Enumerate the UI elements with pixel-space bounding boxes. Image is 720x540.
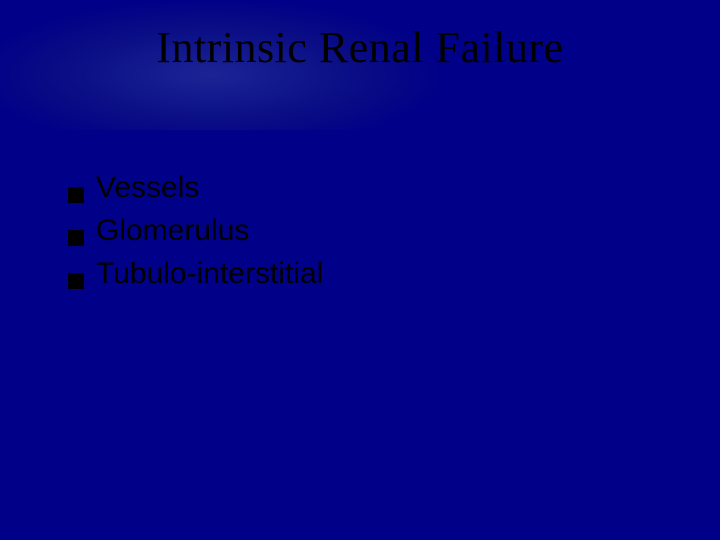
- list-item: Tubulo-interstitial: [68, 254, 323, 293]
- list-item: Glomerulus: [68, 211, 323, 250]
- bullet-square-icon: [68, 230, 84, 246]
- bullet-list: Vessels Glomerulus Tubulo-interstitial: [68, 168, 323, 297]
- slide-title: Intrinsic Renal Failure: [0, 22, 720, 73]
- bullet-text: Glomerulus: [96, 211, 249, 250]
- bullet-text: Vessels: [96, 168, 199, 207]
- bullet-square-icon: [68, 187, 84, 203]
- bullet-square-icon: [68, 273, 84, 289]
- bullet-text: Tubulo-interstitial: [96, 254, 323, 293]
- list-item: Vessels: [68, 168, 323, 207]
